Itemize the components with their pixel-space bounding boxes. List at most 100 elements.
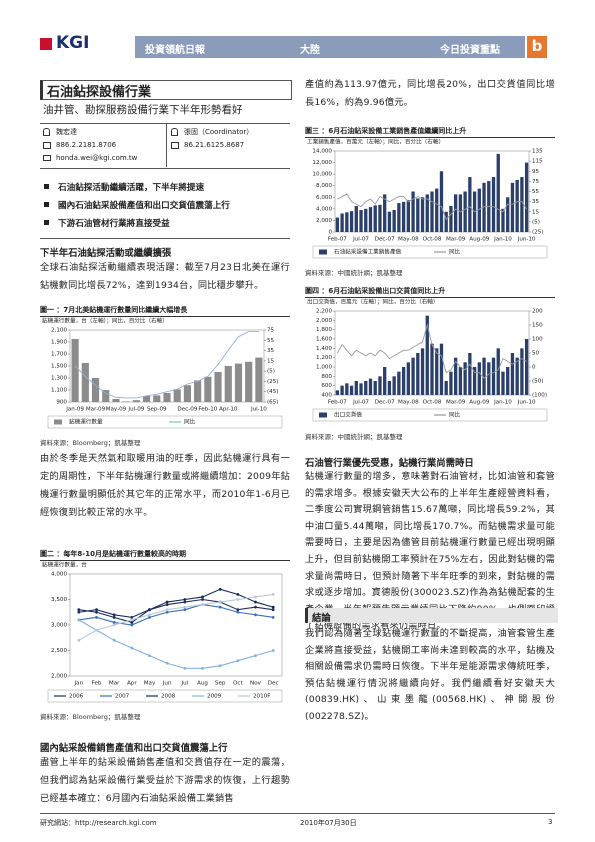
bar	[524, 162, 529, 232]
figure-caption: 圖二 ：每年8-10月是鉆機運行數量較高的時期	[40, 549, 290, 561]
tab: b	[527, 36, 547, 58]
bar	[506, 197, 510, 232]
x-tick-label: Feb	[92, 681, 102, 687]
legend-label: 2010F	[253, 694, 270, 700]
bar	[132, 400, 140, 402]
x-tick-label: Dec-07	[375, 400, 395, 406]
marker	[165, 661, 169, 665]
coordinator-name: 張固（Coordinator）	[184, 128, 254, 136]
bar	[435, 188, 439, 232]
marker	[165, 603, 169, 606]
x-tick-label: Aug	[197, 681, 208, 687]
line	[336, 323, 527, 379]
legend-label: 同比	[449, 248, 461, 256]
bar	[420, 197, 425, 232]
source: 資料來源：Bloomberg；凱基整理	[40, 713, 141, 721]
x-tick-label: Dec-07	[375, 237, 395, 243]
bar	[449, 205, 453, 232]
logo-mark	[40, 38, 52, 50]
bar	[122, 401, 130, 402]
bar	[387, 381, 392, 395]
marker	[148, 608, 151, 612]
y2-tick-label: (5)	[267, 369, 275, 375]
marker	[112, 638, 116, 642]
x-tick-label: Jul-09	[127, 407, 144, 413]
bar	[425, 315, 429, 395]
marker	[254, 613, 257, 617]
marker	[218, 605, 222, 609]
bar	[444, 211, 448, 232]
y-tick-label: 2,200	[316, 309, 332, 315]
x-tick-label: May-08	[398, 237, 419, 243]
bar	[340, 213, 344, 232]
legend-box	[47, 415, 283, 429]
y2-tick-label: 0	[532, 365, 536, 371]
bar	[153, 395, 161, 402]
x-tick-label: Dec	[268, 681, 279, 687]
bar	[515, 357, 519, 395]
logo: KGI	[56, 33, 90, 53]
bar	[411, 357, 415, 395]
y-tick-label: 1,900	[51, 340, 67, 346]
bar	[515, 179, 519, 232]
bar	[71, 339, 79, 402]
chart: 鉆機運行數量，台（左軸）；同比，百分比（右軸） 900 1,100 1,300 1,50…	[42, 317, 283, 429]
y2-tick-label: 200	[532, 309, 543, 315]
x-tick-label: Apr-10	[219, 407, 238, 413]
highlight: 國內石油鉆采設備產值和出口交貨值震蕩上行	[44, 201, 230, 211]
bar	[214, 372, 222, 402]
marker	[201, 598, 204, 601]
coordinator-phone: 86.21.6125.8687	[184, 141, 245, 149]
marker	[271, 608, 275, 612]
analyst-name: 魏宏達	[56, 128, 77, 136]
y-tick-label: 1,200	[316, 355, 332, 361]
bar	[477, 362, 481, 395]
header-bar	[135, 36, 525, 58]
line	[78, 604, 274, 626]
bar	[183, 385, 191, 402]
bar	[383, 194, 387, 232]
bar	[387, 211, 392, 232]
bar	[420, 348, 425, 395]
bar	[425, 194, 429, 232]
y-tick-label: 2,100	[51, 328, 67, 334]
marker	[254, 654, 257, 657]
bar	[364, 381, 368, 395]
bar	[477, 188, 481, 232]
y-tick-label: 14,000	[312, 149, 332, 155]
marker	[77, 618, 81, 622]
bar	[439, 171, 444, 232]
marker	[201, 666, 204, 670]
bar	[435, 348, 439, 395]
marker	[254, 600, 257, 604]
y-tick-label: 2,000	[316, 318, 332, 324]
line	[78, 598, 274, 618]
x-tick-label: Jan	[74, 681, 84, 687]
paragraph: 全球石油鉆探活動繼續表現活躍：截至7月23日北美在運行鉆機數同比增長72%，達到…	[40, 262, 290, 291]
bar	[463, 362, 467, 395]
x-tick-label: May-08	[398, 400, 419, 406]
paragraph: 由於冬季是天然氣和取暖用油的旺季，因此鉆機運行具有一定的周期性，下半年鉆機運行數…	[40, 453, 290, 518]
report-name: 投資領航日報	[145, 45, 205, 56]
highlight: 石油鉆探活動繼續活躍，下半年將提速	[43, 183, 205, 193]
source: 資料來源：中國統計網；凱基整理	[305, 433, 403, 441]
marker	[236, 659, 240, 663]
marker	[112, 623, 116, 627]
y-tick-label: 1,700	[51, 352, 67, 358]
bar	[112, 399, 120, 402]
x-tick-label: Mar-09	[86, 407, 106, 413]
bar	[510, 353, 515, 395]
section-heading: 下半年石油鉆探活動或繼續擴張	[40, 248, 172, 259]
y-tick-label: 2,000	[316, 218, 332, 224]
marker	[165, 608, 169, 612]
marker	[112, 613, 116, 617]
marker	[183, 605, 187, 609]
bar	[468, 353, 472, 395]
bar	[416, 353, 420, 395]
y-tick-label: 8,000	[316, 183, 332, 189]
legend-label: 同比	[184, 418, 196, 426]
legend-label: 2006	[69, 694, 84, 700]
x-tick-label: Jul	[180, 681, 188, 687]
bar	[501, 371, 505, 395]
bar	[359, 383, 363, 395]
